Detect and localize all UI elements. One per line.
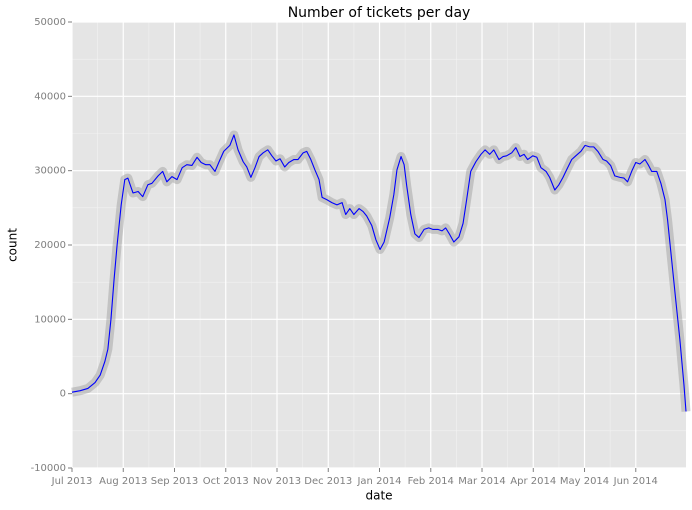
y-tick-label: 20000 (34, 240, 66, 251)
y-tick-label: 0 (60, 389, 66, 400)
y-tick-label: 10000 (34, 314, 66, 325)
y-tick-label: -10000 (31, 463, 66, 474)
x-tick-label: Jul 2013 (51, 476, 93, 487)
grid (71, 21, 686, 469)
y-axis-title: count (6, 228, 20, 262)
y-tick-label: 50000 (34, 17, 66, 28)
labels: -10000 0 10000 20000 30000 40000 50000 Jul 2013… (31, 17, 658, 487)
x-tick-label: Dec 2013 (304, 476, 352, 487)
x-tick-label: Mar 2014 (458, 476, 506, 487)
x-tick-label: Nov 2013 (253, 476, 301, 487)
chart-title: Number of tickets per day (288, 5, 471, 21)
x-tick-label: Aug 2013 (99, 476, 147, 487)
x-tick-label: Sep 2013 (151, 476, 198, 487)
y-tick-label: 30000 (34, 166, 66, 177)
y-tick-label: 40000 (34, 91, 66, 102)
x-tick-label: May 2014 (560, 476, 609, 487)
x-axis-title: date (365, 489, 392, 503)
x-tick-label: Jun 2014 (613, 476, 658, 487)
x-tick-label: Apr 2014 (510, 476, 556, 487)
line (71, 134, 687, 412)
x-tick-label: Jan 2014 (356, 476, 401, 487)
x-tick-label: Feb 2014 (408, 476, 454, 487)
x-tick-label: Oct 2013 (203, 476, 249, 487)
marks (71, 130, 691, 412)
